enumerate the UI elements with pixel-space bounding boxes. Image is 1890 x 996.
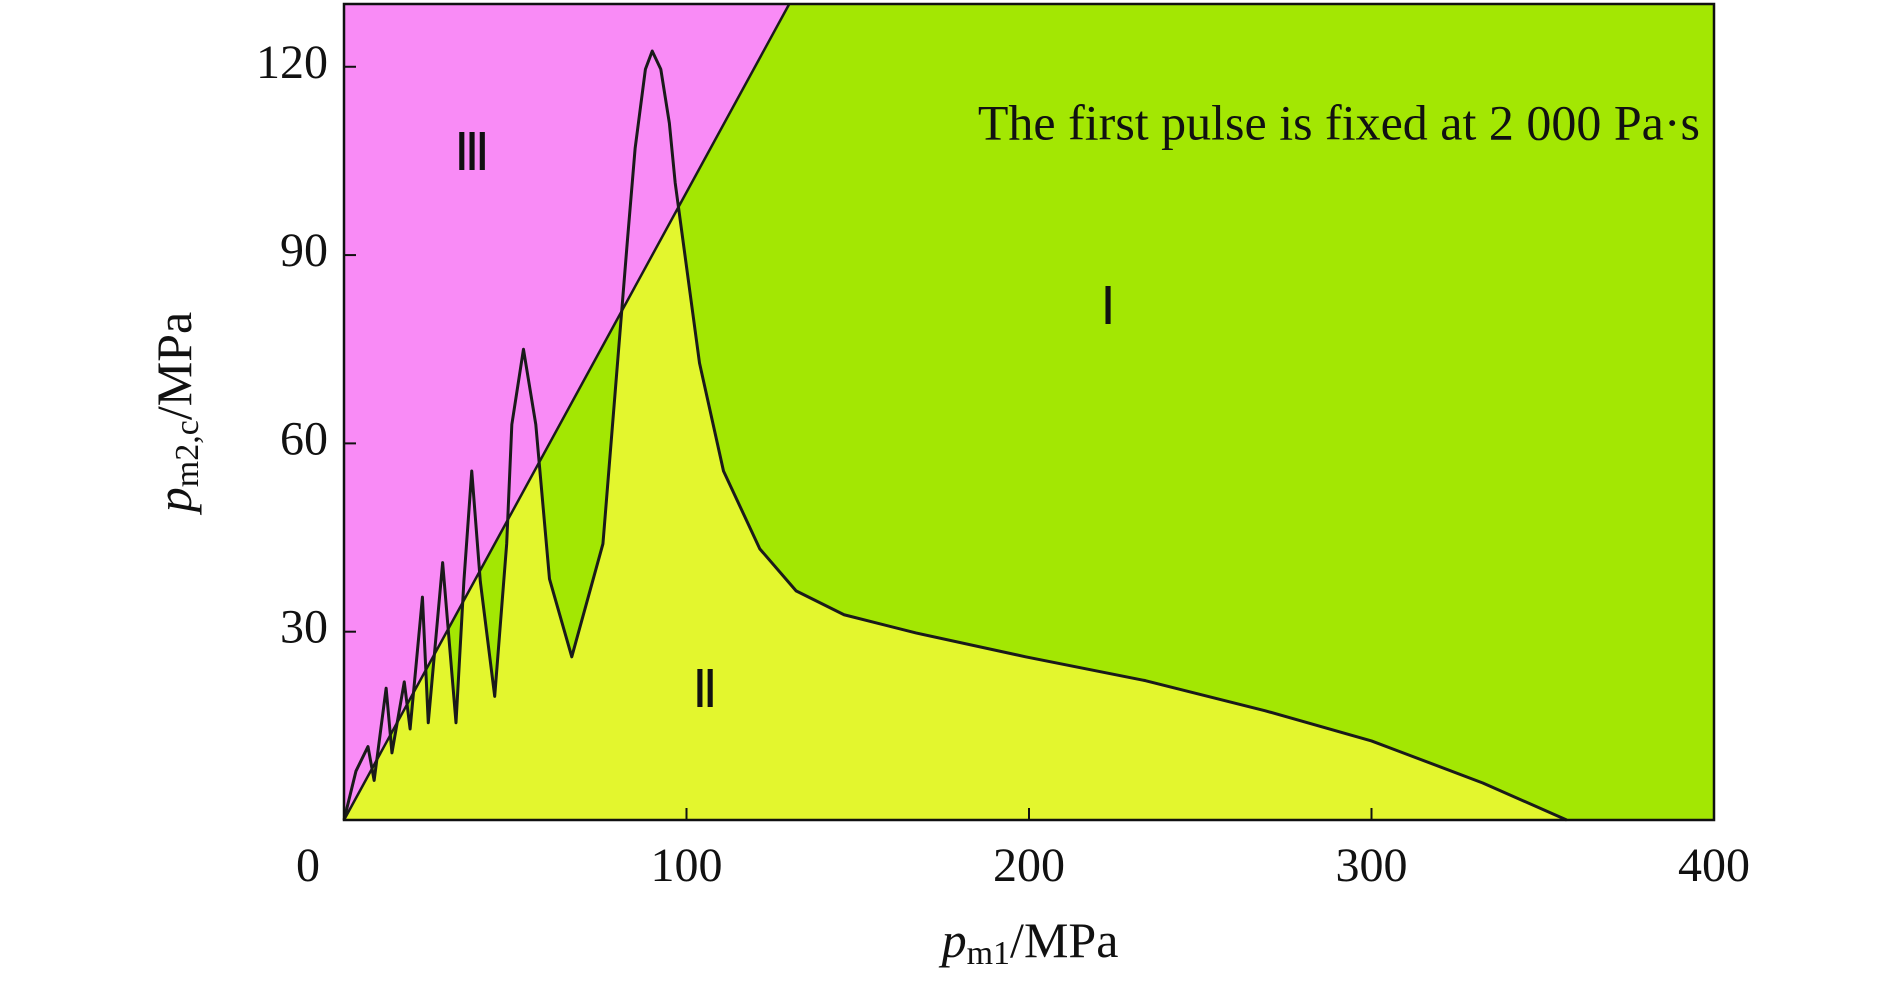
region-label: Ⅰ	[1100, 279, 1115, 336]
x-tick-label: 300	[1336, 839, 1408, 892]
annotation: The first pulse is fixed at 2 000 Pa·s	[978, 94, 1700, 150]
x-axis-label: pm1/MPa	[939, 912, 1119, 971]
x-tick-label: 0	[296, 839, 320, 892]
y-tick-label: 60	[280, 412, 328, 465]
x-tick-label: 400	[1678, 839, 1750, 892]
x-tick-label: 100	[651, 839, 723, 892]
y-tick-label: 30	[280, 601, 328, 654]
critical-curve	[342, 49, 1568, 822]
y-tick-label: 120	[256, 36, 328, 89]
y-axis-label: pm2,c/MPa	[146, 312, 205, 515]
region-label: Ⅱ	[692, 662, 718, 719]
x-tick-label: 200	[993, 839, 1065, 892]
boundary-line	[342, 3, 791, 821]
y-tick-label: 90	[280, 224, 328, 277]
region-label: Ⅲ	[454, 125, 490, 182]
